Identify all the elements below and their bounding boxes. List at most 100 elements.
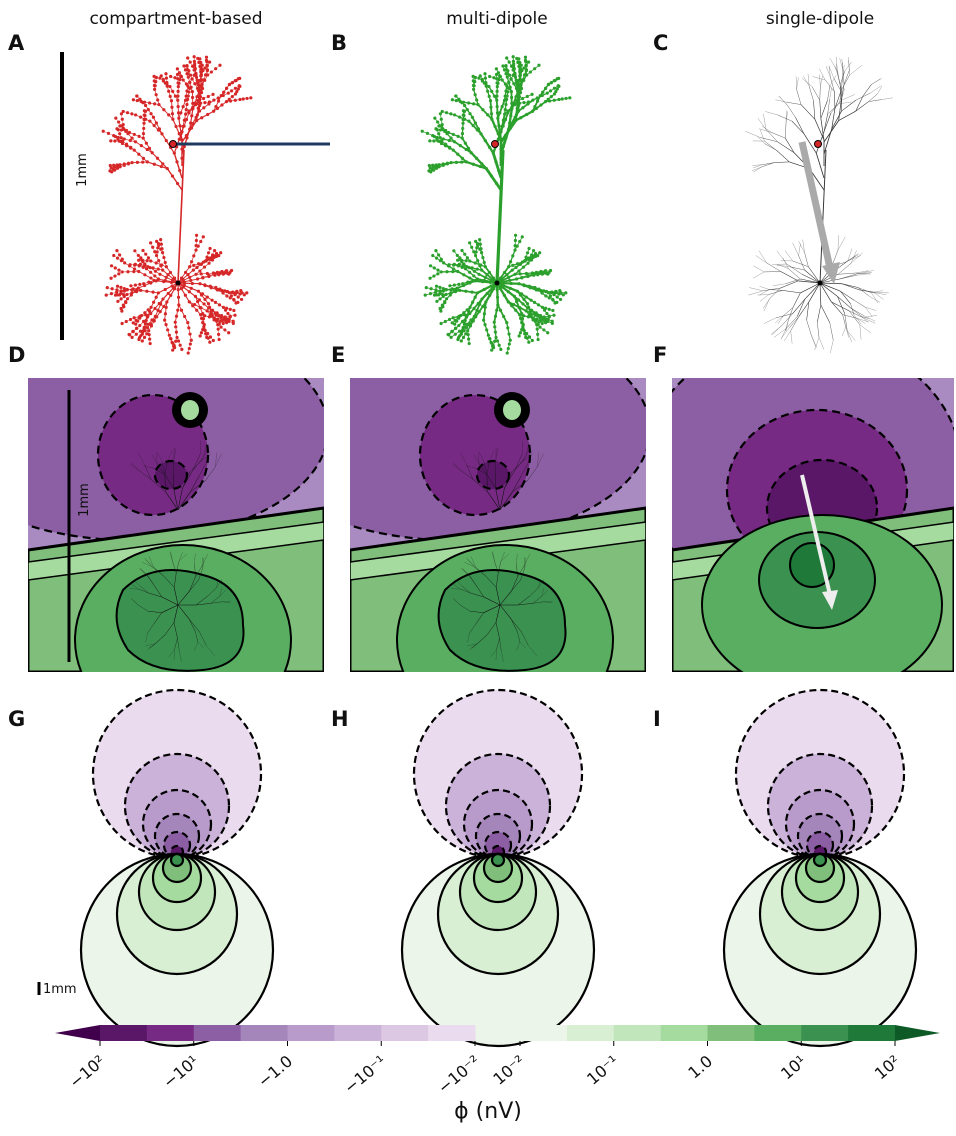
dendrite bbox=[863, 315, 877, 318]
segment-marker bbox=[217, 99, 220, 102]
segment-marker bbox=[186, 273, 189, 276]
segment-marker bbox=[119, 286, 122, 289]
segment-marker bbox=[456, 153, 459, 156]
scale-label: 1mm bbox=[43, 982, 77, 997]
segment-marker bbox=[152, 279, 155, 282]
segment-marker bbox=[492, 277, 495, 280]
segment-marker bbox=[479, 243, 482, 246]
segment-marker bbox=[454, 94, 457, 97]
segment-marker bbox=[448, 318, 451, 321]
segment-marker bbox=[449, 136, 452, 139]
segment-marker bbox=[475, 309, 478, 312]
segment-marker bbox=[460, 259, 463, 262]
dendrite bbox=[792, 121, 804, 134]
segment-marker bbox=[493, 325, 496, 328]
segment-marker bbox=[231, 81, 234, 84]
segment-marker bbox=[544, 320, 547, 323]
segment-marker bbox=[508, 342, 511, 345]
segment-marker bbox=[116, 257, 119, 260]
segment-marker bbox=[472, 307, 475, 310]
segment-marker bbox=[173, 346, 176, 349]
segment-marker bbox=[188, 81, 191, 84]
dendrite bbox=[856, 102, 869, 112]
dendrite bbox=[764, 299, 770, 311]
dendrite bbox=[171, 101, 172, 120]
dendrite bbox=[773, 284, 786, 286]
segment-marker bbox=[145, 290, 148, 293]
dendrite bbox=[762, 163, 774, 167]
segment-marker bbox=[185, 65, 188, 68]
segment-marker bbox=[459, 100, 462, 103]
segment-marker bbox=[519, 331, 522, 334]
dendrite bbox=[777, 251, 787, 264]
segment-marker bbox=[488, 75, 491, 78]
dendrite bbox=[807, 320, 812, 335]
dendrite bbox=[130, 264, 145, 265]
dendrite bbox=[777, 264, 788, 268]
dendrite bbox=[791, 317, 799, 331]
segment-marker bbox=[118, 253, 121, 256]
segment-marker bbox=[541, 91, 544, 94]
segment-marker bbox=[164, 288, 167, 291]
segment-marker bbox=[142, 265, 145, 268]
segment-marker bbox=[435, 257, 438, 260]
segment-marker bbox=[557, 77, 560, 80]
segment-marker bbox=[523, 73, 526, 76]
segment-marker bbox=[512, 64, 515, 67]
segment-marker bbox=[440, 258, 443, 261]
segment-marker bbox=[459, 144, 462, 147]
segment-marker bbox=[193, 64, 196, 67]
segment-marker bbox=[509, 287, 512, 290]
segment-marker bbox=[201, 321, 204, 324]
segment-marker bbox=[449, 336, 452, 339]
segment-marker bbox=[204, 73, 207, 76]
segment-marker bbox=[493, 125, 496, 128]
segment-marker bbox=[530, 93, 533, 96]
dendrite bbox=[763, 299, 769, 309]
segment-marker bbox=[115, 127, 118, 130]
segment-marker bbox=[149, 271, 152, 274]
segment-marker bbox=[490, 174, 493, 177]
segment-marker bbox=[472, 274, 475, 277]
segment-marker bbox=[538, 326, 541, 329]
dendrite bbox=[515, 235, 516, 250]
segment-marker bbox=[141, 161, 144, 164]
segment-marker bbox=[164, 72, 167, 75]
dendrite bbox=[865, 307, 872, 316]
segment-marker bbox=[234, 99, 237, 102]
segment-marker bbox=[499, 157, 502, 160]
colorbar-extend bbox=[895, 1025, 940, 1041]
dendrite bbox=[837, 70, 840, 85]
segment-marker bbox=[444, 143, 447, 146]
segment-marker bbox=[225, 87, 228, 90]
segment-marker bbox=[481, 305, 484, 308]
segment-marker bbox=[460, 339, 463, 342]
segment-marker bbox=[161, 162, 164, 165]
segment-marker bbox=[155, 93, 158, 96]
segment-marker bbox=[143, 311, 146, 314]
segment-marker bbox=[499, 348, 502, 351]
segment-marker bbox=[215, 314, 218, 317]
dendrite bbox=[838, 235, 839, 250]
segment-marker bbox=[231, 95, 234, 98]
segment-marker bbox=[178, 71, 181, 74]
segment-marker bbox=[182, 64, 185, 67]
segment-marker bbox=[142, 127, 145, 130]
segment-marker bbox=[229, 296, 232, 299]
segment-marker bbox=[435, 293, 438, 296]
segment-marker bbox=[121, 118, 124, 121]
segment-marker bbox=[157, 259, 160, 262]
dendrite bbox=[863, 318, 875, 324]
dendrite bbox=[766, 129, 778, 142]
segment-marker bbox=[541, 322, 544, 325]
segment-marker bbox=[198, 57, 201, 60]
segment-marker bbox=[117, 139, 120, 142]
segment-marker bbox=[502, 315, 505, 318]
segment-marker bbox=[153, 124, 156, 127]
dendrite bbox=[165, 320, 170, 335]
segment-marker bbox=[451, 330, 454, 333]
segment-marker bbox=[522, 101, 525, 104]
segment-marker bbox=[187, 326, 190, 329]
segment-marker bbox=[442, 137, 445, 140]
panel-letter: B bbox=[331, 31, 347, 55]
